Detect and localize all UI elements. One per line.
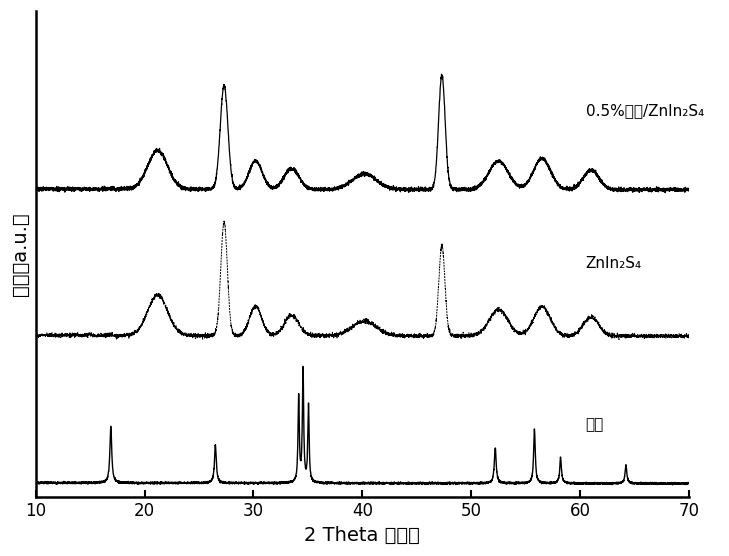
X-axis label: 2 Theta （度）: 2 Theta （度） <box>305 526 421 545</box>
Y-axis label: 强度（a.u.）: 强度（a.u.） <box>11 212 30 296</box>
Text: ZnIn₂S₄: ZnIn₂S₄ <box>585 256 642 271</box>
Text: 0.5%黑磷/ZnIn₂S₄: 0.5%黑磷/ZnIn₂S₄ <box>585 103 704 118</box>
Text: 黑磷: 黑磷 <box>585 418 604 433</box>
